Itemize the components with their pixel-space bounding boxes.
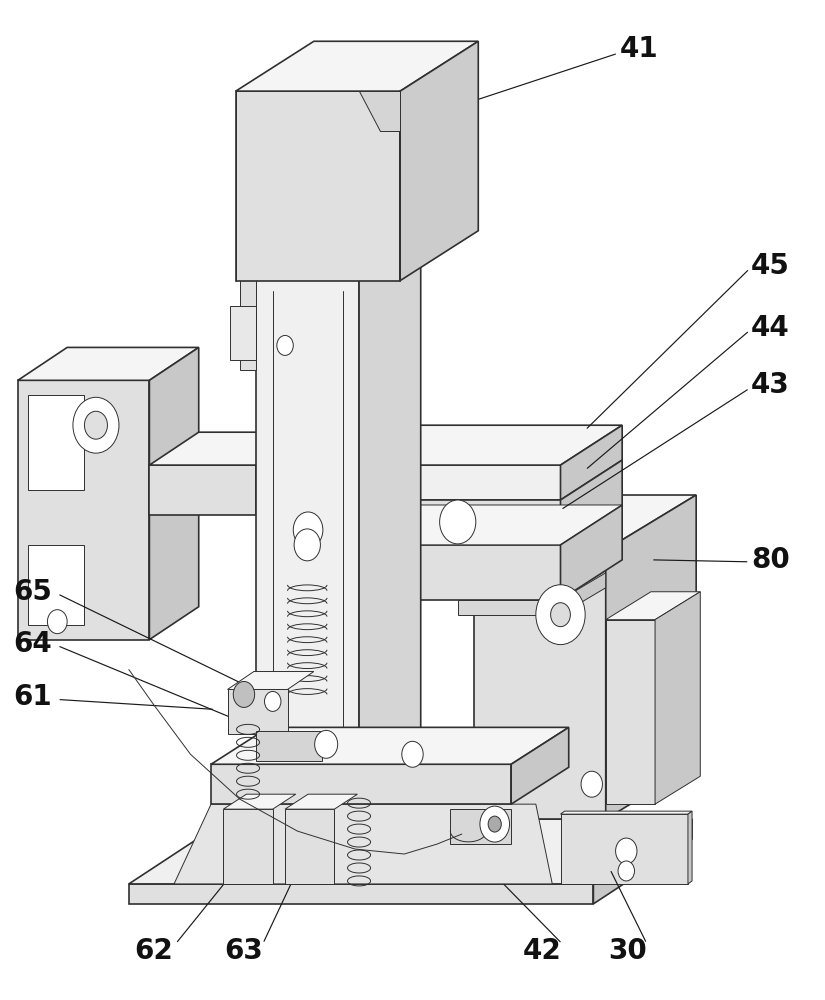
- Polygon shape: [655, 592, 700, 804]
- Circle shape: [73, 397, 119, 453]
- Polygon shape: [512, 727, 568, 804]
- Polygon shape: [606, 592, 700, 620]
- Polygon shape: [606, 620, 655, 804]
- Polygon shape: [359, 465, 560, 500]
- Polygon shape: [606, 495, 696, 819]
- Polygon shape: [560, 460, 622, 545]
- Polygon shape: [458, 600, 560, 615]
- Polygon shape: [359, 505, 622, 545]
- Polygon shape: [285, 794, 357, 809]
- Polygon shape: [149, 432, 305, 465]
- Circle shape: [84, 411, 107, 439]
- Polygon shape: [359, 500, 560, 545]
- Circle shape: [47, 610, 67, 634]
- Polygon shape: [228, 689, 288, 734]
- Polygon shape: [257, 271, 359, 809]
- Circle shape: [480, 806, 510, 842]
- Polygon shape: [228, 672, 314, 689]
- Polygon shape: [359, 545, 560, 600]
- Text: 65: 65: [13, 578, 52, 606]
- Polygon shape: [174, 804, 552, 884]
- Polygon shape: [285, 809, 334, 884]
- Polygon shape: [149, 465, 257, 515]
- Text: 63: 63: [224, 937, 263, 965]
- Polygon shape: [257, 731, 322, 761]
- Text: 80: 80: [751, 546, 790, 574]
- Polygon shape: [230, 306, 257, 360]
- Polygon shape: [211, 764, 512, 804]
- Text: 43: 43: [751, 371, 790, 399]
- Polygon shape: [359, 91, 400, 131]
- Polygon shape: [129, 819, 692, 884]
- Polygon shape: [560, 573, 606, 615]
- Polygon shape: [474, 550, 606, 819]
- Polygon shape: [18, 380, 149, 640]
- Circle shape: [314, 730, 337, 758]
- Text: 62: 62: [134, 937, 173, 965]
- Polygon shape: [240, 271, 257, 370]
- Polygon shape: [257, 231, 421, 271]
- Polygon shape: [560, 814, 688, 884]
- Polygon shape: [28, 395, 83, 490]
- Polygon shape: [129, 884, 593, 904]
- Polygon shape: [18, 347, 199, 380]
- Text: 45: 45: [751, 252, 790, 280]
- Circle shape: [440, 500, 476, 544]
- Polygon shape: [211, 727, 568, 764]
- Text: 64: 64: [13, 630, 52, 658]
- Circle shape: [277, 335, 293, 355]
- Polygon shape: [28, 545, 83, 625]
- Text: 61: 61: [13, 683, 52, 711]
- Polygon shape: [560, 505, 622, 600]
- Polygon shape: [236, 41, 478, 91]
- Text: 41: 41: [620, 35, 658, 63]
- Polygon shape: [257, 432, 305, 515]
- Polygon shape: [474, 495, 696, 550]
- Text: 42: 42: [523, 937, 562, 965]
- Circle shape: [402, 741, 423, 767]
- Circle shape: [535, 585, 585, 645]
- Polygon shape: [593, 819, 692, 904]
- Circle shape: [550, 603, 570, 627]
- Polygon shape: [359, 231, 421, 809]
- Polygon shape: [560, 811, 692, 814]
- Text: 44: 44: [751, 314, 790, 342]
- Circle shape: [615, 838, 637, 864]
- Polygon shape: [359, 425, 622, 465]
- Polygon shape: [688, 811, 692, 884]
- Polygon shape: [224, 794, 295, 809]
- Circle shape: [293, 512, 323, 548]
- Text: 30: 30: [609, 937, 648, 965]
- Polygon shape: [400, 41, 478, 281]
- Polygon shape: [240, 264, 266, 271]
- Polygon shape: [224, 809, 273, 884]
- Circle shape: [581, 771, 602, 797]
- Circle shape: [294, 529, 320, 561]
- Circle shape: [265, 691, 281, 711]
- Polygon shape: [450, 809, 512, 844]
- Polygon shape: [560, 425, 622, 500]
- Polygon shape: [236, 91, 400, 281]
- Circle shape: [488, 816, 502, 832]
- Polygon shape: [149, 347, 199, 640]
- Circle shape: [233, 681, 255, 707]
- Circle shape: [618, 861, 634, 881]
